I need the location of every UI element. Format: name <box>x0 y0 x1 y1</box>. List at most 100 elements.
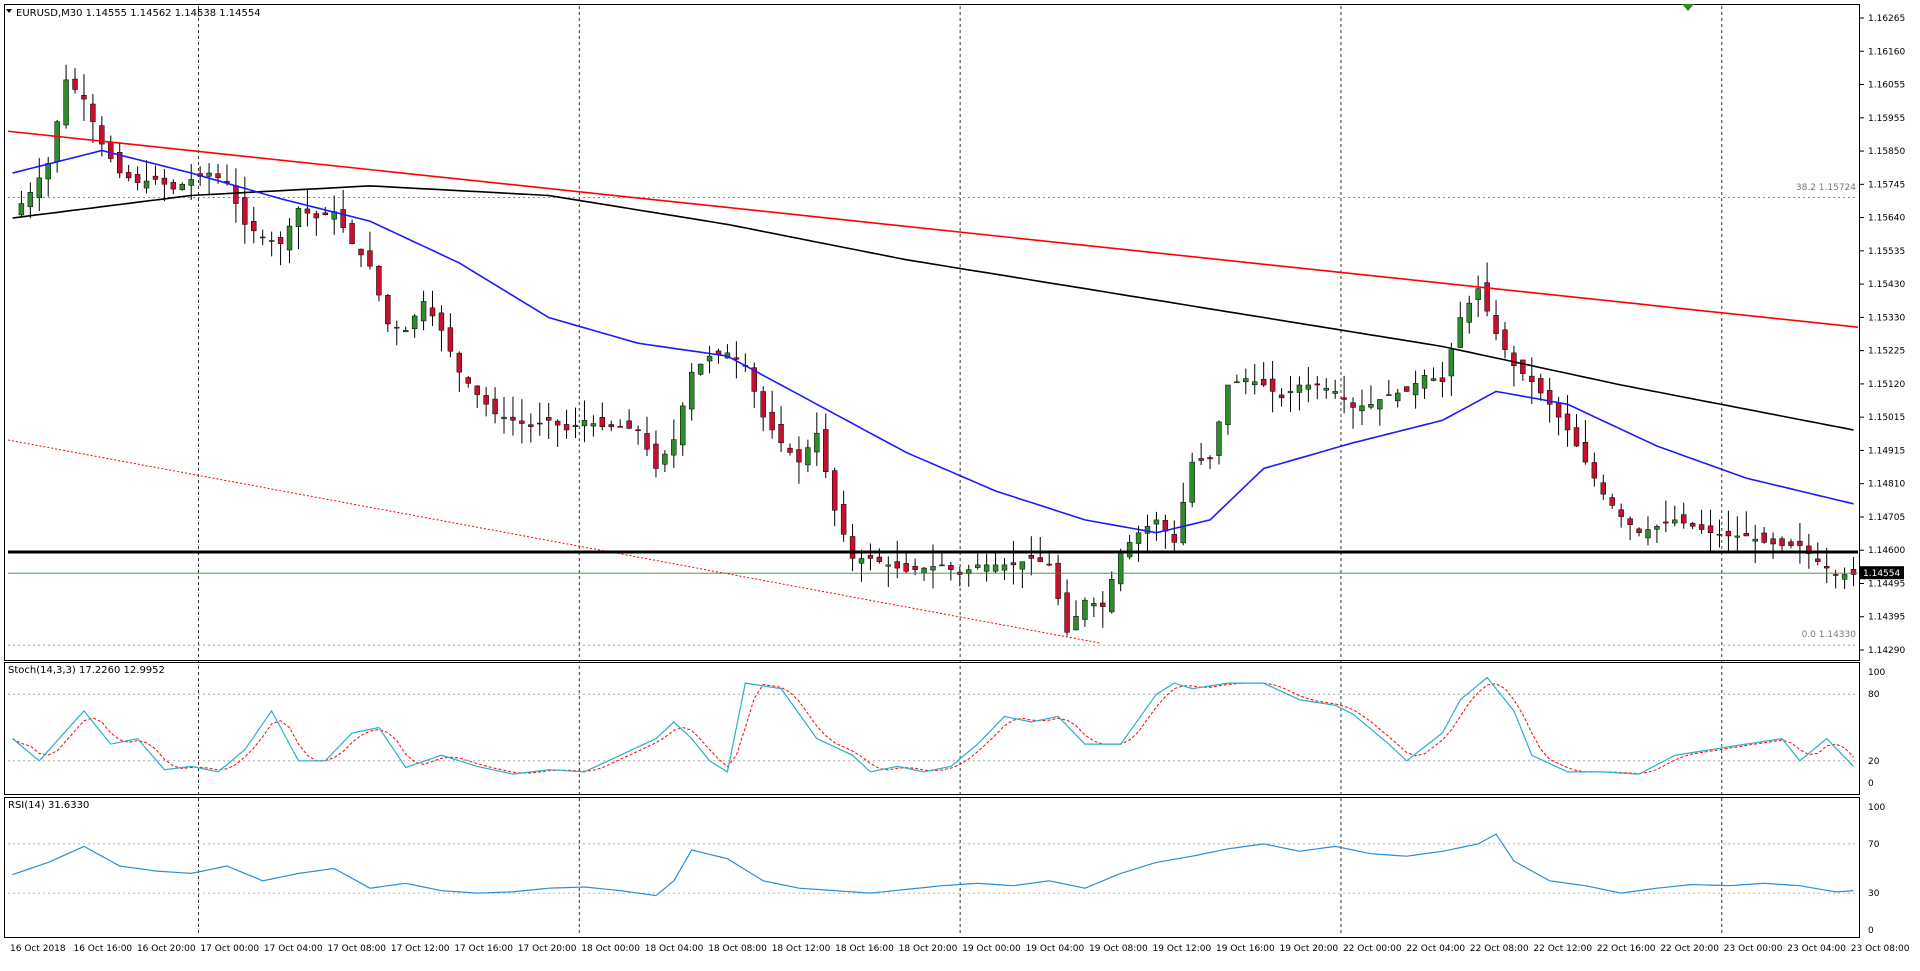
bull-candle <box>1216 421 1222 456</box>
bear-candle <box>519 420 525 424</box>
stoch-axis-label: 20 <box>1868 757 1880 767</box>
bull-candle <box>805 447 811 466</box>
menu-triangle-icon[interactable] <box>6 9 12 13</box>
bear-candle <box>1815 558 1821 562</box>
main-price-pane: 1.14554 <box>7 64 1904 646</box>
time-label: 16 Oct 20:00 <box>137 944 196 954</box>
bull-candle <box>1153 519 1160 525</box>
bear-candle <box>1100 602 1106 607</box>
bull-candle <box>45 163 51 180</box>
time-label: 23 Oct 08:00 <box>1851 944 1910 954</box>
price-label: 1.15120 <box>1868 380 1905 390</box>
bear-candle <box>528 424 534 427</box>
price-label: 1.15640 <box>1868 214 1905 224</box>
bear-candle <box>483 395 489 405</box>
stoch-main-line <box>12 676 1854 775</box>
price-label: 1.15330 <box>1868 313 1905 323</box>
bear-candle <box>1520 359 1526 375</box>
price-label: 1.15535 <box>1868 247 1905 257</box>
time-label: 17 Oct 16:00 <box>454 944 513 954</box>
bull-candle <box>572 424 579 427</box>
bull-candle <box>1117 551 1124 585</box>
bull-candle <box>1091 603 1097 607</box>
time-label: 18 Oct 16:00 <box>835 944 894 954</box>
bear-candle <box>1439 377 1446 383</box>
bear-candle <box>787 447 793 453</box>
bear-candle <box>840 504 847 535</box>
bear-candle <box>1546 390 1553 405</box>
bull-candle <box>1001 564 1008 571</box>
rsi-header: RSI(14) 31.6330 <box>8 800 89 811</box>
bull-candle <box>1752 538 1758 542</box>
bear-candle <box>1591 462 1598 479</box>
bull-candle <box>1368 404 1374 408</box>
bear-candle <box>1788 541 1794 546</box>
time-label: 22 Oct 12:00 <box>1533 944 1592 954</box>
bull-candle <box>1019 561 1026 570</box>
bear-candle <box>1028 555 1035 559</box>
bear-candle <box>1484 282 1490 312</box>
bull-candle <box>1332 391 1338 394</box>
price-label: 1.14705 <box>1868 513 1905 523</box>
time-label: 18 Oct 20:00 <box>899 944 958 954</box>
bear-candle <box>1725 530 1732 537</box>
bull-candle <box>268 240 275 242</box>
bull-candle <box>974 564 981 568</box>
time-label: 19 Oct 08:00 <box>1089 944 1148 954</box>
bear-candle <box>1314 383 1321 386</box>
bear-candle <box>1707 525 1714 533</box>
bear-candle <box>447 327 454 352</box>
time-label: 16 Oct 16:00 <box>73 944 132 954</box>
bull-candle <box>1225 384 1231 425</box>
bull-candle <box>179 184 185 190</box>
symbol-header: EURUSD,M30 1.14555 1.14562 1.14538 1.145… <box>16 8 261 19</box>
bear-candle <box>340 209 346 228</box>
bull-candle <box>1189 461 1195 503</box>
time-label: 22 Oct 04:00 <box>1406 944 1465 954</box>
bear-candle <box>1260 378 1267 386</box>
bull-candle <box>858 558 865 564</box>
bear-candle <box>1529 375 1535 383</box>
time-label: 23 Oct 04:00 <box>1787 944 1846 954</box>
current-price-label: 1.14554 <box>1863 569 1900 579</box>
bull-candle <box>27 192 34 208</box>
bear-candle <box>1046 563 1052 566</box>
bear-candle <box>492 398 498 415</box>
time-label: 22 Oct 08:00 <box>1470 944 1529 954</box>
bear-candle <box>456 352 463 373</box>
bear-candle <box>1171 534 1178 543</box>
time-label: 18 Oct 04:00 <box>645 944 704 954</box>
bear-candle <box>1681 514 1687 524</box>
bear-candle <box>1770 538 1776 545</box>
bull-candle <box>1734 535 1741 538</box>
price-label: 1.14395 <box>1868 613 1905 623</box>
bear-candle <box>1663 521 1669 524</box>
price-label: 1.15850 <box>1868 147 1905 157</box>
bull-candle <box>188 179 194 186</box>
bear-candle <box>215 173 221 179</box>
bull-candle <box>706 355 713 362</box>
bull-candle <box>1126 542 1133 558</box>
bull-candle <box>63 79 69 126</box>
bull-candle <box>1421 375 1428 389</box>
bull-candle <box>590 423 597 427</box>
bear-candle <box>903 563 909 572</box>
bear-candle <box>1824 566 1830 569</box>
bull-candle <box>1412 383 1419 396</box>
bear-candle <box>1743 533 1749 537</box>
ma-fast-line <box>12 149 1854 534</box>
bear-candle <box>170 182 177 190</box>
bull-candle <box>1144 526 1151 534</box>
time-label: 19 Oct 20:00 <box>1279 944 1338 954</box>
bull-candle <box>54 121 60 162</box>
bull-candle <box>286 225 293 251</box>
bull-candle <box>1287 391 1294 393</box>
bear-candle <box>1555 403 1562 418</box>
bear-candle <box>733 357 740 360</box>
bull-candle <box>420 301 427 322</box>
bull-candle <box>295 208 302 228</box>
time-label: 16 Oct 2018 <box>10 944 66 954</box>
bull-candle <box>1180 501 1186 544</box>
